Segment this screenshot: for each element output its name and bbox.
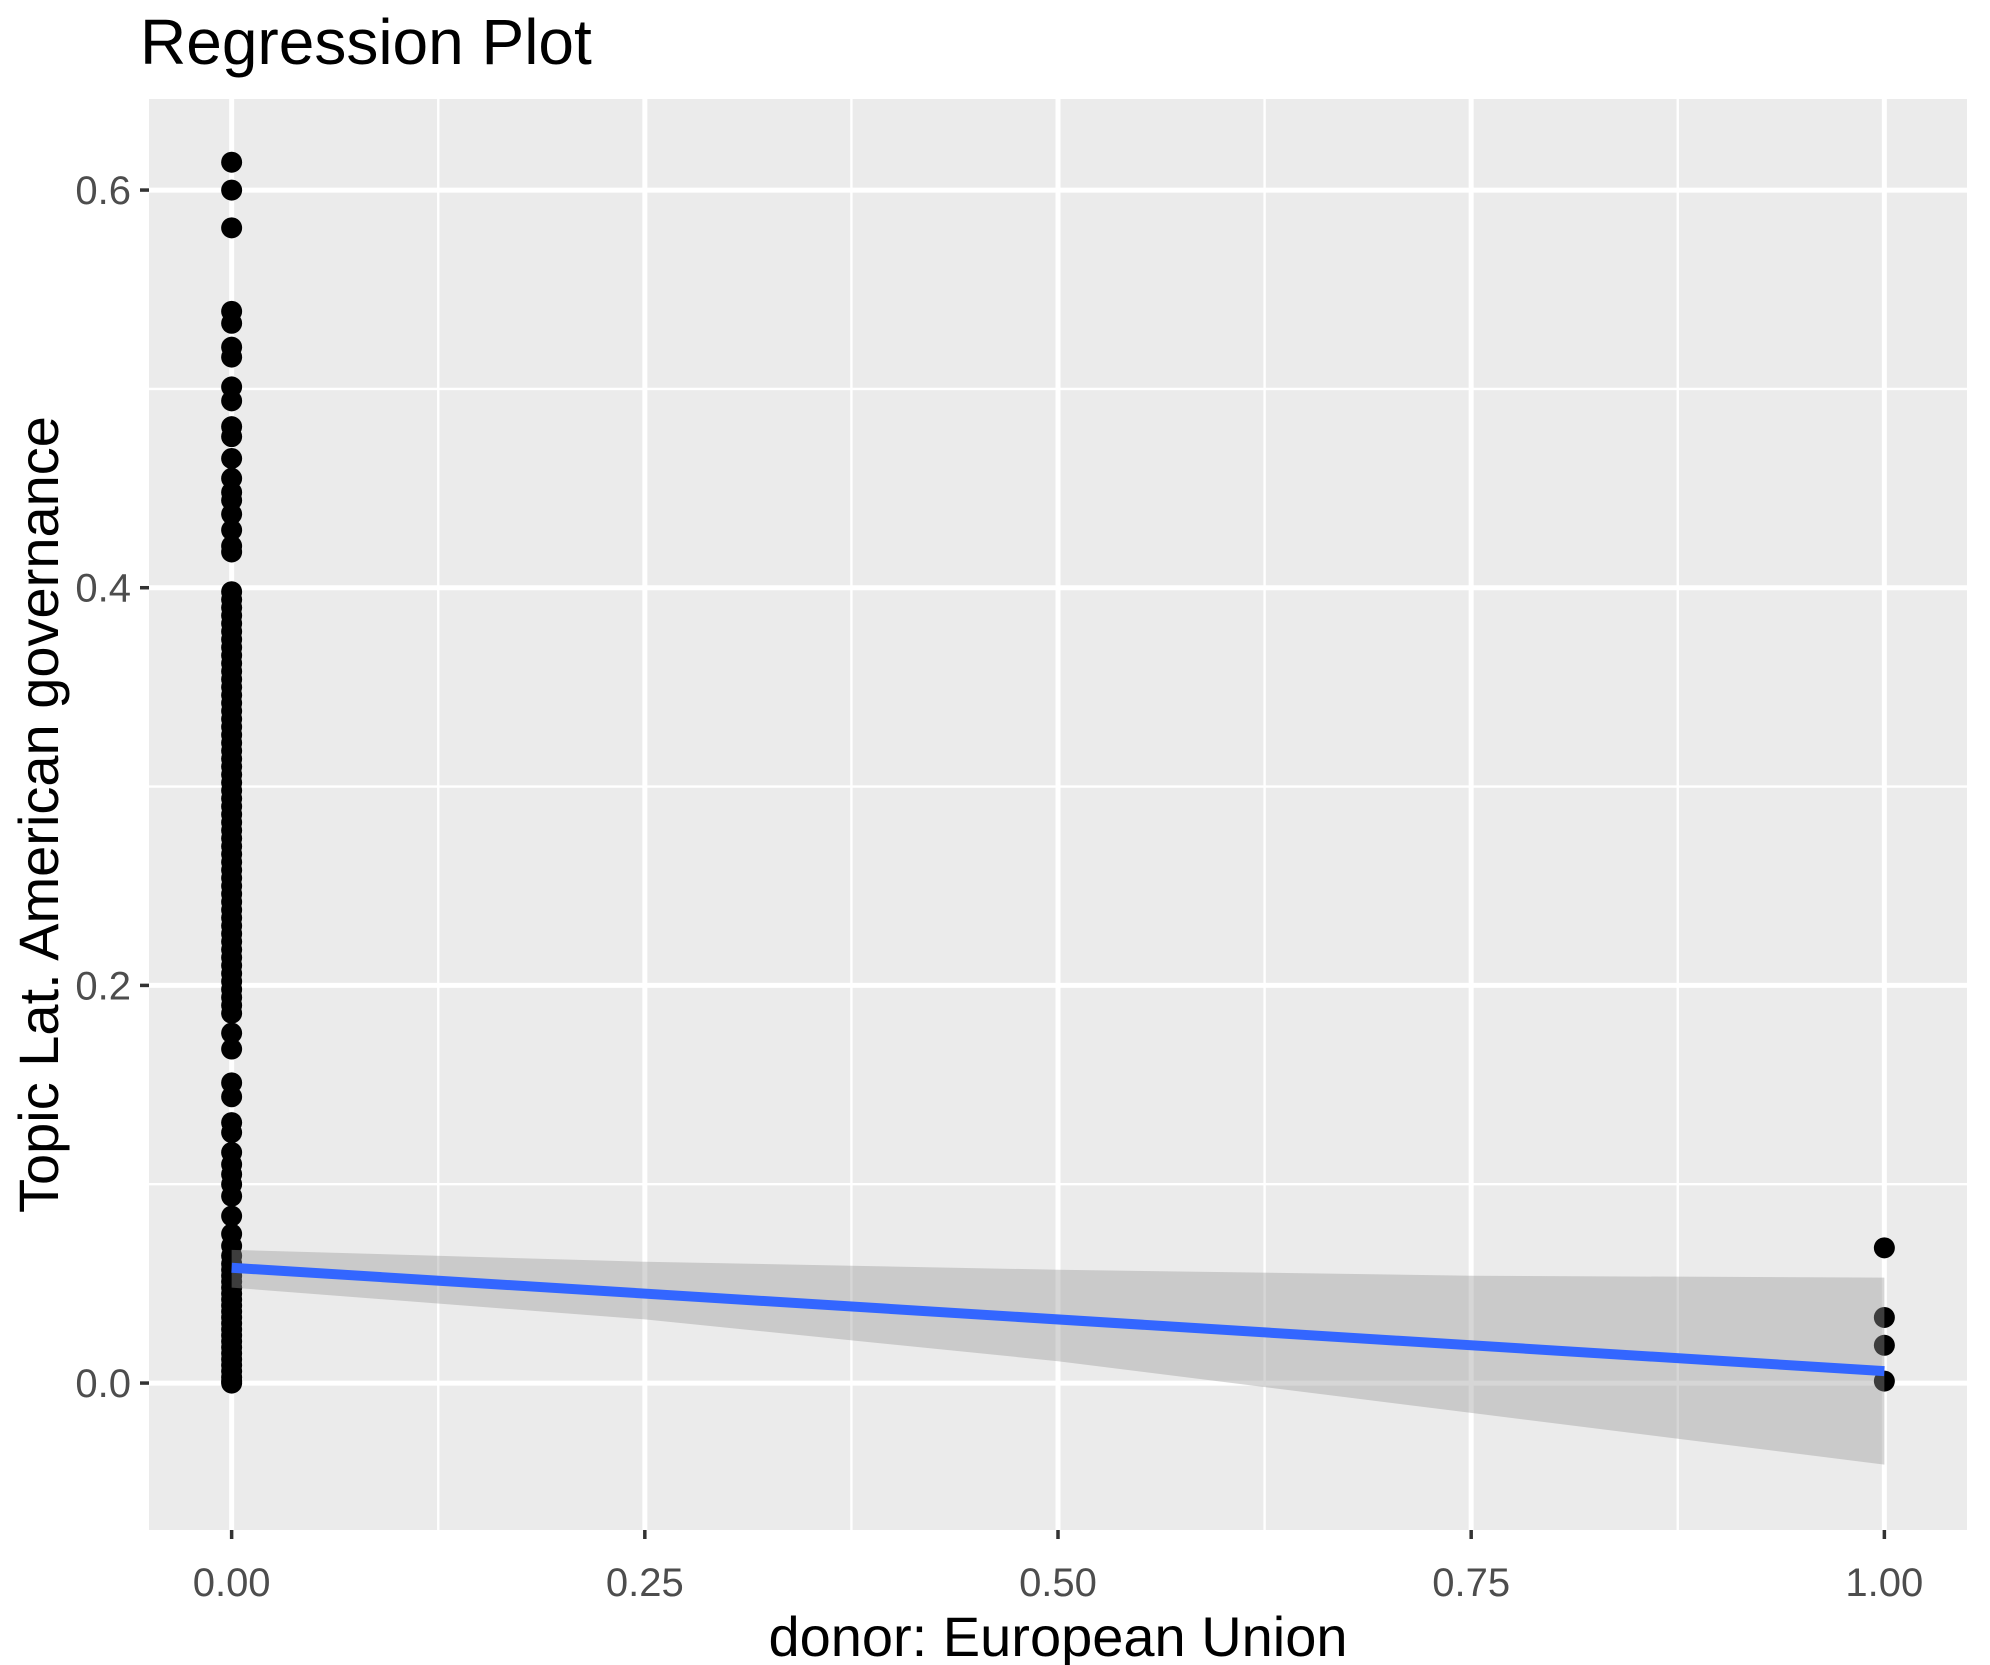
plot-title: Regression Plot [140, 6, 592, 78]
data-point [221, 447, 243, 469]
data-point [221, 426, 243, 448]
x-tick-label: 0.75 [1432, 1561, 1510, 1605]
data-point [221, 541, 243, 563]
data-point [221, 1086, 243, 1108]
y-axis-title: Topic Lat. American governance [7, 416, 70, 1213]
x-tick-label: 0.25 [606, 1561, 684, 1605]
data-point [221, 151, 243, 173]
data-point [221, 346, 243, 368]
y-tick-label: 0.4 [75, 567, 131, 611]
data-point [221, 179, 243, 201]
data-point [221, 1205, 243, 1227]
data-point [221, 1122, 243, 1144]
y-tick-label: 0.2 [75, 964, 131, 1008]
data-point [1873, 1370, 1895, 1392]
y-tick-label: 0.0 [75, 1362, 131, 1406]
data-point [221, 390, 243, 412]
data-point [221, 312, 243, 334]
x-axis-title: donor: European Union [768, 1605, 1348, 1665]
data-point [221, 1185, 243, 1207]
data-point [1873, 1334, 1895, 1356]
data-point [221, 1002, 243, 1024]
x-tick-label: 0.00 [193, 1561, 271, 1605]
data-point [221, 503, 243, 525]
data-point [1873, 1237, 1895, 1259]
data-point [221, 1038, 243, 1060]
data-point [221, 1022, 243, 1044]
data-point [221, 217, 243, 239]
regression-line [231, 1262, 1885, 1377]
confidence-band [231, 1249, 1885, 1465]
data-point [221, 519, 243, 541]
x-tick-label: 1.00 [1845, 1561, 1923, 1605]
data-point [221, 1372, 243, 1394]
data-point [1873, 1306, 1895, 1328]
x-tick-label: 0.50 [1019, 1561, 1097, 1605]
y-tick-label: 0.6 [75, 169, 131, 213]
